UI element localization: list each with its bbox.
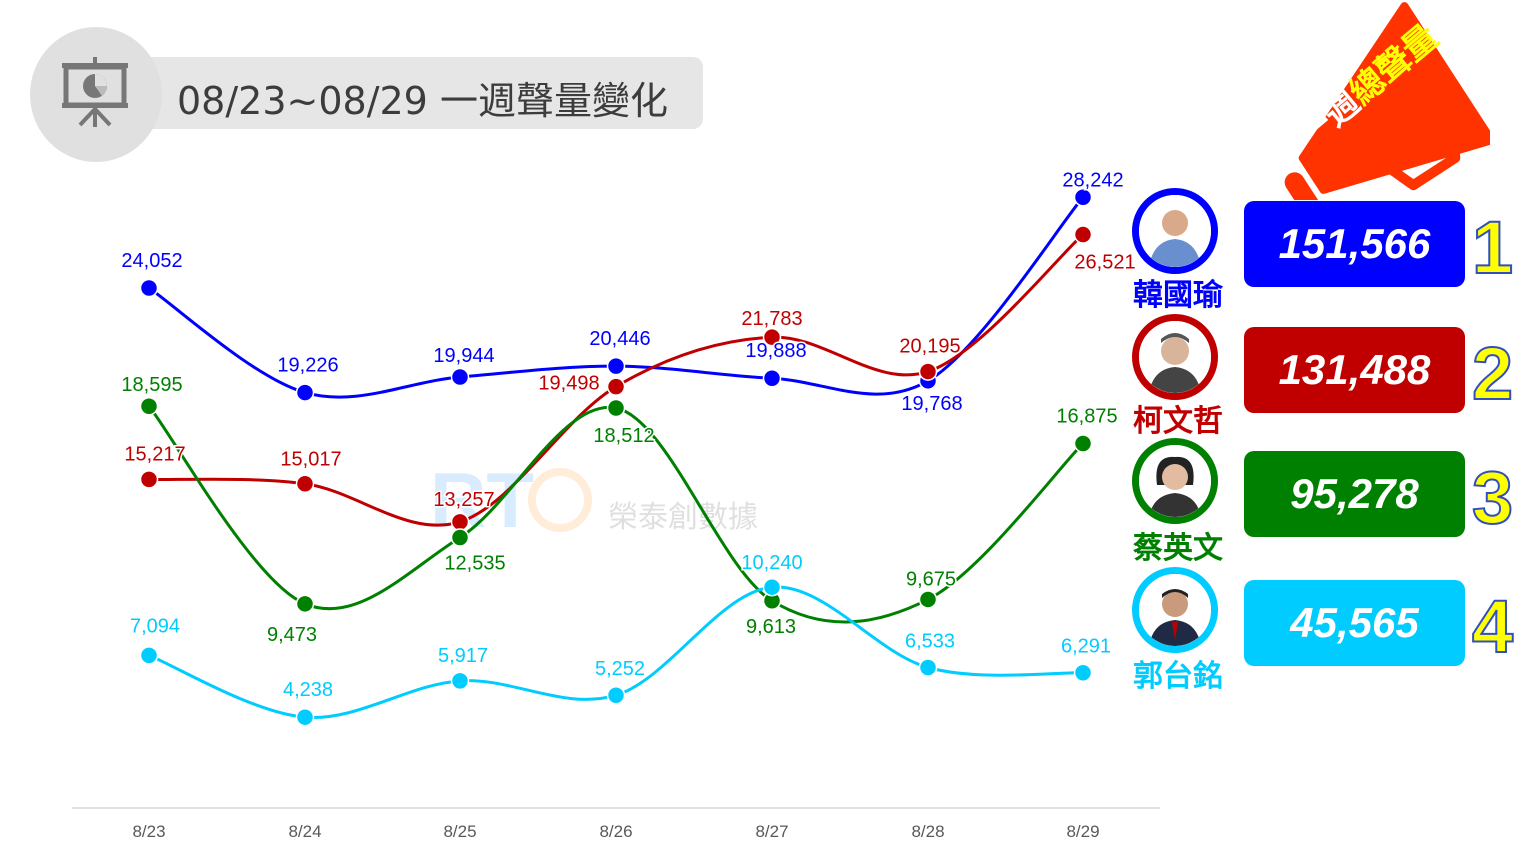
data-label: 6,291 [1061,636,1111,658]
total-box-4: 45,565 [1244,580,1465,666]
data-label: 10,240 [741,552,802,574]
data-label: 21,783 [741,308,802,330]
data-label: 19,226 [277,355,338,377]
data-label: 9,675 [906,568,956,590]
total-value-4: 45,565 [1290,599,1419,646]
data-label: 4,238 [283,679,333,701]
data-point [450,367,470,387]
candidate-name-2: 柯文哲 [1133,404,1223,439]
total-box-2: 131,488 [1244,327,1465,413]
data-label: 28,242 [1062,169,1123,191]
data-point [762,368,782,388]
data-label: 16,875 [1056,405,1117,427]
data-label: 5,917 [438,645,488,667]
data-point [606,685,626,705]
data-label: 19,888 [745,340,806,362]
header-bar [95,57,703,129]
presentation-chart-icon [62,57,128,127]
x-tick-label: 8/27 [755,822,788,841]
x-tick-label: 8/23 [132,822,165,841]
data-label: 6,533 [905,630,955,652]
data-point [139,646,159,665]
data-label: 13,257 [433,489,494,511]
data-point [606,356,626,376]
rank-3: 3 [1471,455,1514,540]
candidate-name-3: 蔡英文 [1133,531,1223,566]
avatar-candidate-1 [1132,188,1218,274]
candidate-name-4: 郭台銘 [1133,659,1223,694]
data-point [1073,434,1093,453]
data-point [295,383,315,402]
x-tick-label: 8/29 [1066,822,1099,841]
data-label: 18,512 [593,425,654,447]
data-label: 24,052 [121,250,182,272]
candidate-name-1: 韓國瑜 [1133,278,1223,313]
data-point [295,594,315,614]
data-label: 19,768 [901,393,962,415]
x-tick-label: 8/24 [288,822,321,841]
rank-4: 4 [1471,584,1514,669]
data-label: 15,017 [280,449,341,471]
data-point [762,327,782,347]
data-point [139,470,159,489]
x-tick-label: 8/26 [599,822,632,841]
data-point [450,512,470,532]
data-point [295,707,315,727]
data-label: 15,217 [124,443,185,465]
total-box-3: 95,278 [1244,451,1465,537]
data-point [606,398,626,418]
avatar-candidate-3 [1132,438,1218,524]
data-label: 5,252 [595,658,645,680]
data-point [1073,188,1093,207]
total-box-1: 151,566 [1244,201,1465,287]
data-label: 20,446 [589,328,650,350]
data-point [1073,225,1093,244]
x-tick-label: 8/25 [443,822,476,841]
total-value-3: 95,278 [1290,470,1419,517]
x-tick-label: 8/28 [911,822,944,841]
data-point [450,671,470,691]
data-point [918,590,938,609]
rank-1: 1 [1471,205,1514,290]
data-point [450,528,470,547]
total-value-2: 131,488 [1278,346,1431,393]
total-value-1: 151,566 [1278,220,1431,267]
megaphone-icon: 一週總聲量 [1284,2,1490,200]
data-label: 12,535 [444,552,505,574]
rank-2: 2 [1471,331,1514,416]
page-title: 08/23~08/29 一週聲量變化 [177,79,668,123]
data-label: 7,094 [130,615,180,637]
data-point [918,362,938,381]
data-point [139,396,159,416]
data-label: 20,195 [899,336,960,358]
data-point [606,377,626,396]
data-label: 9,473 [267,624,317,646]
data-label: 19,944 [433,345,494,367]
data-point [139,278,159,298]
data-point [1073,663,1093,682]
header-icon-circle [30,27,162,162]
avatar-candidate-4 [1132,567,1218,653]
avatar-candidate-2 [1132,314,1218,400]
data-point [918,658,938,677]
data-label: 9,613 [746,616,796,638]
data-label: 19,498 [538,373,599,395]
data-label: 26,521 [1074,252,1135,274]
data-label: 18,595 [121,374,182,396]
data-point [762,577,782,597]
data-point [295,474,315,493]
